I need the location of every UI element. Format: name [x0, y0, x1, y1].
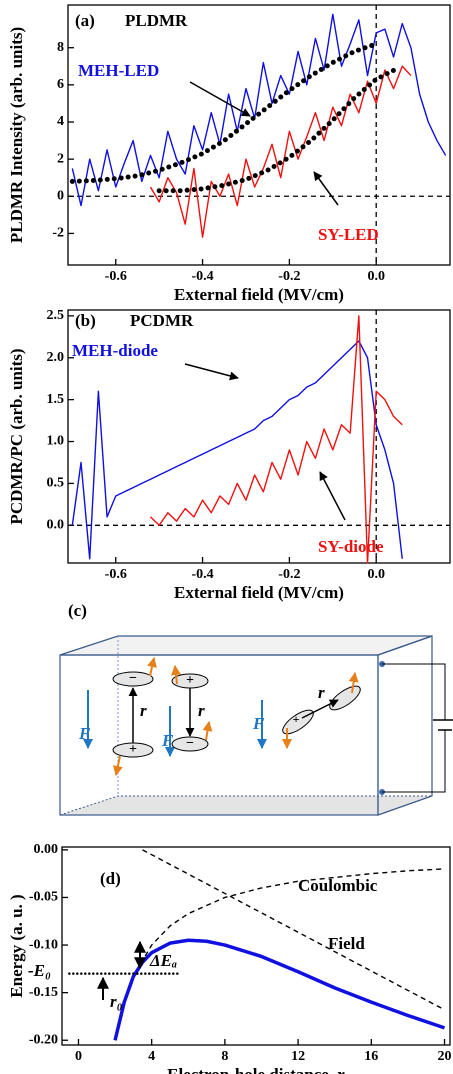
y-tick-label: 8 — [57, 40, 64, 55]
spin — [202, 721, 213, 741]
x-tick-label: -0.6 — [105, 567, 127, 582]
y-tick-label: -0.05 — [29, 890, 58, 905]
y-tick-label: -2 — [52, 226, 64, 241]
charge — [112, 671, 154, 687]
spin — [147, 657, 157, 677]
pointer-arrow — [319, 471, 346, 521]
x-tick-label: 0.0 — [367, 269, 385, 284]
pointer-arrow — [184, 363, 239, 381]
pointer-arrow — [189, 81, 251, 117]
box-bottom — [59, 795, 433, 816]
x-tick-label: -0.2 — [278, 567, 300, 582]
x-tick-label: 16 — [364, 1049, 378, 1064]
charge-sign: + — [186, 673, 194, 688]
panel-label: (b) — [75, 311, 96, 330]
y-tick-label: 6 — [57, 77, 64, 92]
charge-sign: + — [293, 712, 300, 726]
y-tick-label: 2 — [57, 151, 64, 166]
plot-frame — [67, 309, 451, 564]
series-label: Coulombic — [298, 876, 378, 895]
series-line — [113, 938, 446, 1041]
charge — [329, 685, 361, 711]
series-line — [149, 315, 403, 564]
y-tick-label: 1.0 — [47, 434, 65, 449]
panel-label: (c) — [68, 601, 87, 620]
y-axis-title: PCDMR/PC (arb. units) — [7, 348, 26, 524]
x-axis-title: External field (MV/cm) — [174, 285, 344, 304]
y-axis-title: PLDMR Intensity (arb. units) — [7, 27, 26, 243]
panel-title: PLDMR — [125, 11, 188, 30]
y-tick-label: -0.10 — [29, 937, 58, 952]
distance-label: r — [198, 701, 205, 720]
series-line — [142, 849, 445, 1011]
spin — [112, 755, 123, 776]
series-line — [69, 41, 379, 184]
x-tick-label: 8 — [221, 1049, 228, 1064]
x-tick-label: -0.4 — [191, 269, 213, 284]
y-tick-label: -0.20 — [29, 1032, 58, 1047]
series-label: SY-LED — [318, 225, 379, 244]
panel-label: (a) — [75, 11, 95, 30]
field-label: F — [161, 731, 174, 750]
y-axis-title: Energy (a. u. ) — [7, 894, 26, 997]
charge-sign: + — [129, 742, 137, 757]
plot-frame — [67, 4, 451, 266]
box-front — [59, 654, 379, 816]
annotation: ΔEₐ — [149, 951, 177, 970]
field-label: F — [252, 714, 265, 733]
annotation: r₀ — [110, 992, 123, 1011]
box-side — [377, 635, 433, 816]
distance-label: r — [318, 683, 325, 702]
x-axis-title: External field (MV/cm) — [174, 583, 344, 602]
y-tick-label: 2.5 — [47, 308, 65, 323]
x-tick-label: 20 — [438, 1049, 452, 1064]
series-label: SY-diode — [318, 537, 384, 556]
distance-label: r — [140, 701, 147, 720]
x-axis-title: Electron-hole distance, r — [167, 1065, 345, 1074]
field-label: F — [78, 724, 91, 743]
spin — [348, 672, 359, 694]
series-label: MEH-diode — [72, 341, 158, 360]
box-top — [59, 635, 433, 656]
y-tick-label: 0.0 — [47, 518, 65, 533]
y-tick-label: 0.00 — [34, 842, 59, 857]
charge — [171, 736, 209, 752]
x-tick-label: 0.0 — [367, 567, 385, 582]
wire — [382, 663, 446, 720]
panel-title: PCDMR — [130, 311, 194, 330]
y-tick-label: -0.15 — [29, 985, 58, 1000]
pointer-arrow — [313, 171, 339, 206]
y-tick-label: 0 — [57, 189, 64, 204]
x-tick-label: -0.6 — [105, 269, 127, 284]
series-line — [71, 340, 403, 560]
x-tick-label: 0 — [75, 1049, 82, 1064]
charge-sign: − — [129, 671, 137, 686]
y-tick-label: 1.5 — [47, 392, 65, 407]
series-line — [71, 13, 447, 207]
charge-sign: − — [186, 736, 194, 751]
series-label: Field — [328, 934, 365, 953]
x-tick-label: 12 — [291, 1049, 305, 1064]
annotation: -E₀ — [28, 961, 51, 980]
y-tick-label: 4 — [57, 114, 64, 129]
series-line — [149, 65, 412, 238]
x-tick-label: -0.2 — [278, 269, 300, 284]
y-tick-label: 2.0 — [47, 350, 65, 365]
series-line — [156, 65, 401, 194]
plot-frame — [61, 846, 451, 1046]
panel-label: (d) — [100, 869, 121, 888]
y-tick-label: 0.5 — [47, 476, 65, 491]
series-label: MEH-LED — [78, 61, 159, 80]
x-tick-label: -0.4 — [191, 567, 213, 582]
wire — [382, 730, 446, 793]
distance-arrow — [301, 699, 339, 719]
spin — [171, 665, 181, 685]
x-tick-label: 4 — [148, 1049, 155, 1064]
device-diagram: (c) F − + r F + − r F + r — [59, 601, 453, 816]
